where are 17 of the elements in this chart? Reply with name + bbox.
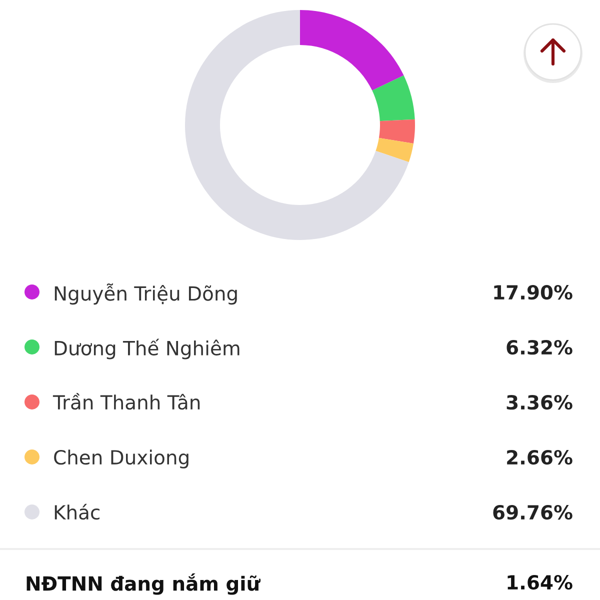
donut-slice [300,10,404,90]
legend-label: Chen Duxiong [54,450,188,468]
data-label: 2.66% [507,450,572,465]
data-label: 69.76% [493,504,572,520]
donut-slice [185,10,409,240]
donut-slice [376,138,414,162]
donut-slice [372,75,415,122]
legend-label: Dương Thế Nghiêm [54,338,240,360]
legend-label: Khác [54,504,100,520]
legend-label: Trần Thanh Tân [52,392,200,410]
data-label: 6.32% [506,340,572,355]
data-label: 3.36% [506,394,572,410]
legend-label: Nguyễn Triệu Dõng [54,283,237,305]
donut-slice [378,119,415,144]
data-label: 17.90% [494,284,572,300]
text: 1.64% [508,574,572,590]
text: NĐTNN đang nắm giữ [26,573,261,595]
